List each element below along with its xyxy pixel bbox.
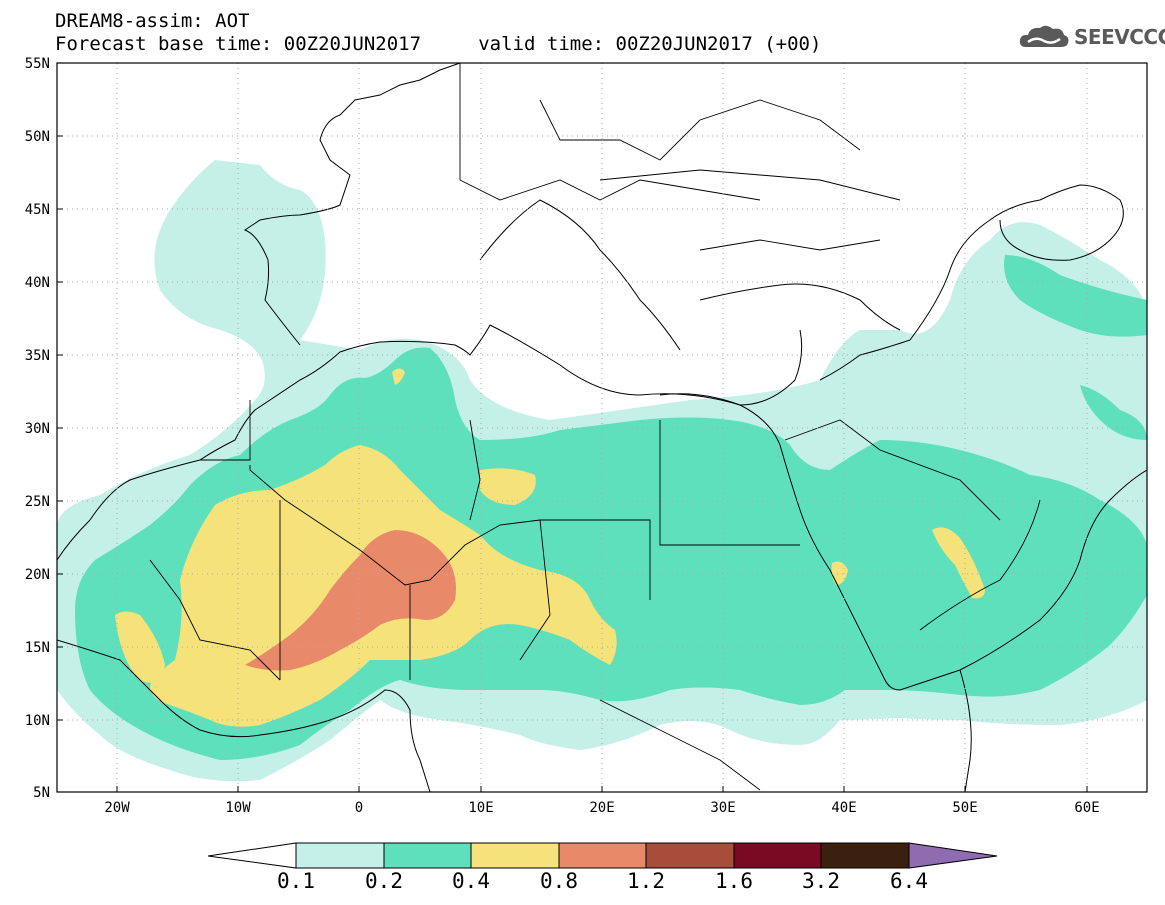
lon-label: 60E: [1074, 800, 1099, 816]
lat-label: 30N: [25, 421, 50, 437]
colorbar-swatch: [645, 842, 735, 869]
lat-label: 55N: [25, 56, 50, 72]
colorbar-swatch: [908, 842, 998, 869]
lon-label: 40E: [831, 800, 856, 816]
colorbar-swatch: [558, 842, 647, 869]
tick-marks: [57, 62, 1088, 793]
lat-label: 10N: [25, 713, 50, 729]
colorbar: [207, 842, 998, 869]
lon-label: 10E: [468, 800, 493, 816]
map-subtitle-times: Forecast base time: 00Z20JUN2017 valid t…: [55, 33, 822, 55]
colorbar-label: 1.2: [627, 869, 665, 893]
aot-fields: [57, 160, 1147, 782]
colorbar-swatch: [470, 842, 560, 869]
country-borders: [149, 63, 1041, 791]
colorbar-label: 0.2: [365, 869, 403, 893]
lat-label: 5N: [33, 785, 50, 801]
lat-label: 35N: [25, 348, 50, 364]
colorbar-swatch: [733, 842, 822, 869]
lat-label: 15N: [25, 640, 50, 656]
colorbar-swatch: [295, 842, 385, 869]
lat-label: 45N: [25, 202, 50, 218]
colorbar-label: 6.4: [890, 869, 928, 893]
colorbar-label: 0.8: [540, 869, 578, 893]
lon-label: 50E: [952, 800, 977, 816]
colorbar-label: 0.4: [452, 869, 490, 893]
colorbar-label: 3.2: [802, 869, 840, 893]
coastlines: [57, 63, 1147, 792]
gridlines: [57, 63, 1147, 792]
colorbar-swatch: [207, 842, 297, 869]
lon-label: 30E: [710, 800, 735, 816]
colorbar-swatch: [383, 842, 472, 869]
cloud-icon: [1019, 25, 1069, 47]
lon-label: 20E: [589, 800, 614, 816]
aot-band-0.8: [245, 530, 456, 671]
lon-labels: 20W 10W 0 10E 20E 30E 40E 50E 60E: [104, 800, 1099, 816]
colorbar-label: 0.1: [277, 869, 315, 893]
colorbar-label: 1.6: [715, 869, 753, 893]
logo-text: SEEVCCC: [1074, 25, 1165, 49]
map-title: DREAM8-assim: AOT: [55, 10, 250, 32]
lon-label: 10W: [225, 800, 251, 816]
seevccc-logo: SEEVCCC: [1018, 22, 1165, 52]
lat-label: 40N: [25, 275, 50, 291]
lon-label: 20W: [104, 800, 130, 816]
lat-label: 20N: [25, 567, 50, 583]
lat-label: 25N: [25, 494, 50, 510]
colorbar-swatch: [820, 842, 910, 869]
lat-label: 50N: [25, 129, 50, 145]
lon-label: 0: [355, 800, 363, 816]
lat-labels: 55N 50N 45N 40N 35N 30N 25N 20N 15N 10N …: [25, 56, 50, 801]
